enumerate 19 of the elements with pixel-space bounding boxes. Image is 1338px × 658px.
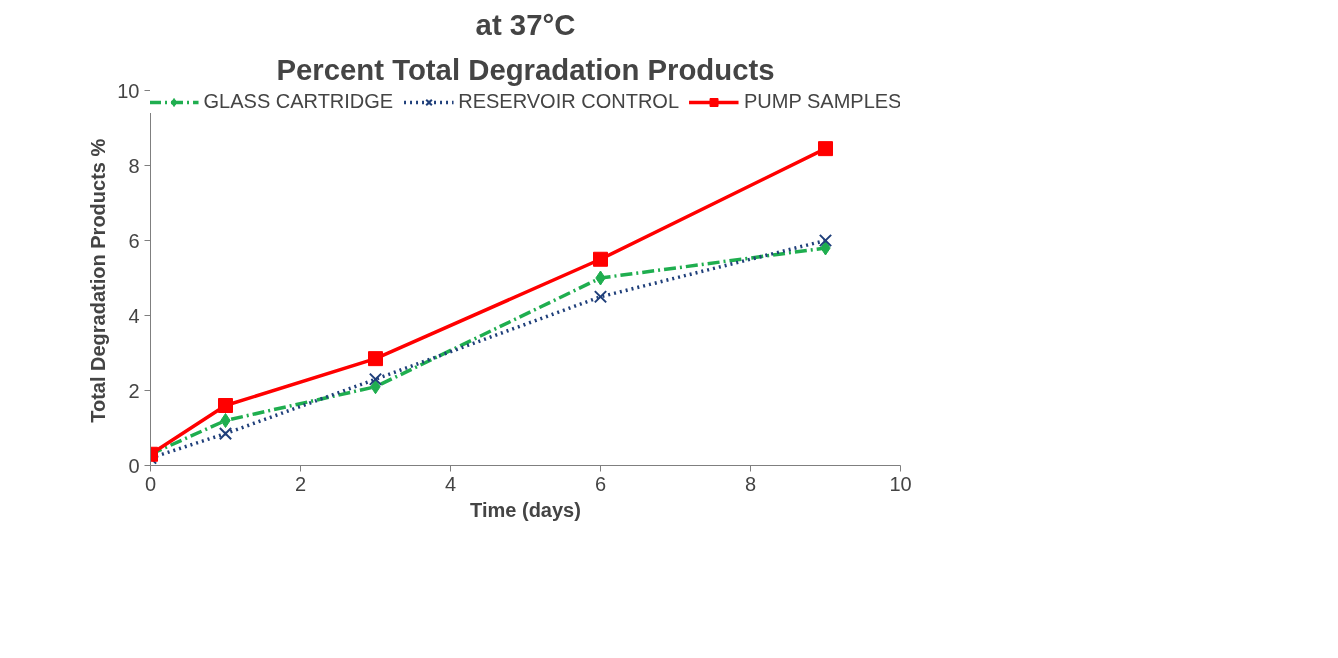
x-tick-label: 2	[294, 472, 307, 495]
y-tick-label: 10	[117, 79, 140, 102]
x-tick-label: 4	[444, 472, 457, 495]
y-tick-label: 6	[128, 229, 140, 252]
y-tick-label: 4	[128, 304, 140, 327]
x-tick-label: 6	[594, 472, 607, 495]
y-axis-title: Total Degradation Products %	[87, 138, 110, 423]
x-axis-title: Time (days)	[470, 498, 581, 521]
x-tick-label: 0	[144, 472, 157, 495]
x-tick-label: 8	[744, 472, 757, 495]
legend-label: RESERVOIR CONTROL	[458, 90, 679, 113]
y-tick-label: 8	[128, 154, 140, 177]
x-tick-label: 10	[889, 472, 912, 495]
text: at 37°C	[475, 7, 576, 41]
legend-label: PUMP SAMPLES	[744, 90, 901, 113]
y-tick-label: 0	[128, 454, 140, 477]
text: Percent Total Degradation Products	[276, 52, 775, 86]
y-tick-label: 2	[128, 379, 140, 402]
legend-label: GLASS CARTRIDGE	[203, 90, 394, 113]
